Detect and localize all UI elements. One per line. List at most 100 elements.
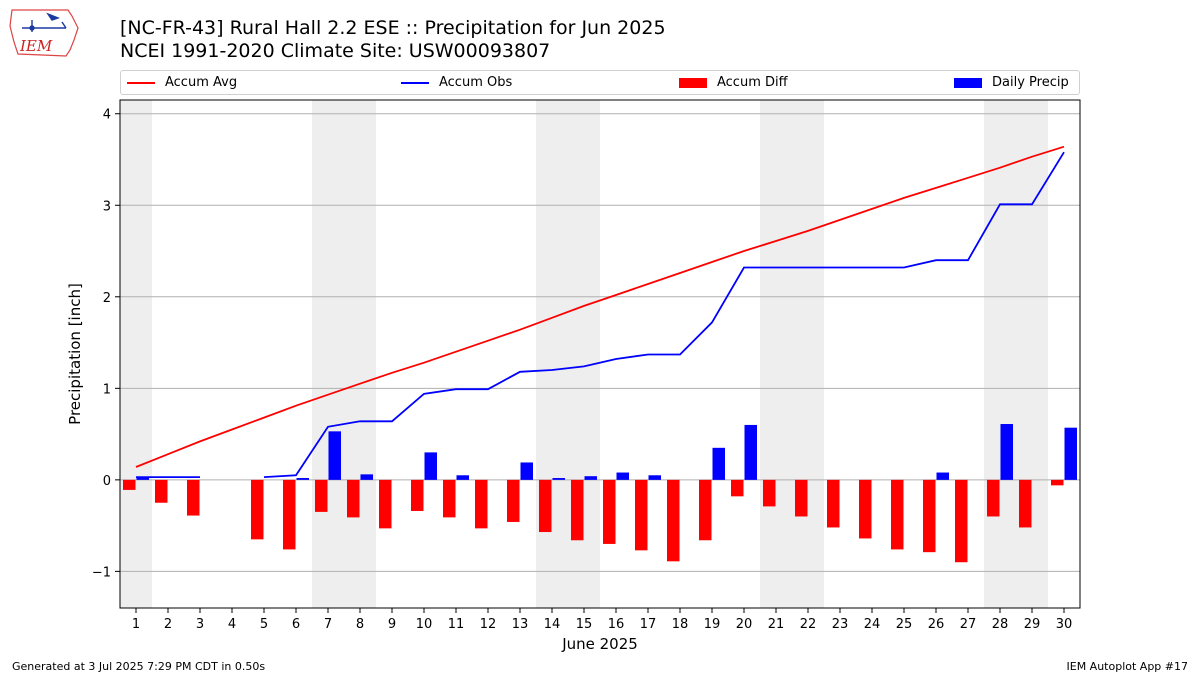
- legend-label-accum-obs: Accum Obs: [439, 75, 513, 90]
- accum-diff-bar: [123, 479, 136, 490]
- legend-swatch-daily-precip: [954, 77, 982, 88]
- x-tick-label: 13: [512, 617, 529, 632]
- x-tick-label: 12: [480, 617, 497, 632]
- accum-diff-bar: [859, 479, 872, 539]
- y-tick-label: 3: [103, 199, 111, 214]
- daily-precip-bar: [616, 472, 629, 480]
- chart-subtitle: NCEI 1991-2020 Climate Site: USW00093807: [120, 40, 551, 62]
- accum-diff-bar: [379, 479, 392, 529]
- x-tick-label: 27: [960, 617, 977, 632]
- accum-diff-bar: [731, 479, 744, 497]
- accum-diff-bar: [411, 479, 424, 511]
- daily-precip-bar: [328, 431, 341, 480]
- daily-precip-bar: [744, 424, 757, 480]
- y-tick-label: −1: [92, 565, 111, 580]
- x-tick-label: 10: [416, 617, 433, 632]
- accum-diff-bar: [1051, 479, 1064, 486]
- x-tick-label: 8: [356, 617, 364, 632]
- daily-precip-bar: [136, 477, 149, 480]
- x-tick-label: 20: [736, 617, 753, 632]
- x-tick-label: 7: [324, 617, 332, 632]
- accum-diff-bar: [763, 479, 776, 507]
- x-tick-label: 1: [132, 617, 140, 632]
- accum-diff-bar: [251, 479, 264, 540]
- x-tick-label: 2: [164, 617, 172, 632]
- x-tick-label: 4: [228, 617, 236, 632]
- weekend-band: [760, 100, 824, 608]
- x-tick-label: 29: [1024, 617, 1041, 632]
- accum-diff-bar: [475, 479, 488, 529]
- x-tick-label: 21: [768, 617, 785, 632]
- x-tick-label: 26: [928, 617, 945, 632]
- x-tick-label: 19: [704, 617, 721, 632]
- accum-obs-line: [263, 151, 1065, 478]
- plot-frame: [119, 99, 1081, 609]
- y-tick-label: 1: [103, 382, 111, 397]
- daily-precip-bar: [1064, 427, 1077, 480]
- legend-swatch-accum-obs: [401, 81, 429, 84]
- legend-item-accum-avg: Accum Avg: [127, 71, 237, 94]
- daily-precip-bar: [648, 475, 661, 480]
- accum-diff-bar: [347, 479, 360, 518]
- legend: Accum Avg Accum Obs Accum Diff Daily Pre…: [120, 70, 1080, 95]
- y-tick-label: 2: [103, 291, 111, 306]
- daily-precip-bar: [424, 452, 437, 480]
- weekend-band: [312, 100, 376, 608]
- x-tick-label: 23: [832, 617, 849, 632]
- accum-diff-bar: [987, 479, 1000, 517]
- accum-diff-bar: [507, 479, 520, 522]
- x-tick-label: 24: [864, 617, 881, 632]
- legend-swatch-accum-diff: [679, 77, 707, 88]
- iem-logo: IEM: [9, 9, 79, 57]
- daily-precip-bar: [360, 474, 373, 480]
- x-tick-label: 28: [992, 617, 1009, 632]
- daily-precip-bar: [712, 447, 725, 480]
- accum-avg-line: [135, 145, 1065, 468]
- y-tick-label: 0: [103, 474, 111, 489]
- daily-precip-bar: [456, 475, 469, 480]
- daily-precip-bar: [520, 462, 533, 480]
- legend-swatch-accum-avg: [127, 81, 155, 84]
- accum-diff-bar: [571, 479, 584, 541]
- chart-title: [NC-FR-43] Rural Hall 2.2 ESE :: Precipi…: [120, 17, 666, 39]
- x-tick-label: 11: [448, 617, 465, 632]
- accum-diff-bar: [155, 479, 168, 503]
- x-tick-label: 17: [640, 617, 657, 632]
- weekend-band: [984, 100, 1048, 608]
- accum-diff-bar: [315, 479, 328, 512]
- y-axis-label: Precipitation [inch]: [66, 283, 84, 425]
- x-tick-label: 30: [1056, 617, 1073, 632]
- iowa-map-outline: [9, 9, 79, 57]
- logo-text: IEM: [19, 37, 53, 55]
- weather-station-icon: [22, 12, 67, 32]
- x-tick-label: 9: [388, 617, 396, 632]
- y-tick-label: 4: [103, 108, 111, 123]
- accum-diff-bar: [443, 479, 456, 518]
- x-tick-label: 5: [260, 617, 268, 632]
- accum-diff-bar: [603, 479, 616, 544]
- accum-diff-bar: [955, 479, 968, 563]
- legend-label-daily-precip: Daily Precip: [992, 75, 1069, 90]
- footer-generated: Generated at 3 Jul 2025 7:29 PM CDT in 0…: [12, 660, 266, 673]
- legend-label-accum-avg: Accum Avg: [165, 75, 238, 90]
- x-tick-label: 22: [800, 617, 817, 632]
- accum-diff-bar: [667, 479, 680, 562]
- x-axis-label: June 2025: [561, 635, 638, 653]
- x-tick-label: 14: [544, 617, 561, 632]
- legend-item-accum-obs: Accum Obs: [401, 71, 512, 94]
- x-tick-label: 3: [196, 617, 204, 632]
- accum-diff-bar: [539, 479, 552, 533]
- daily-precip-bar: [936, 472, 949, 480]
- daily-precip-bar: [1000, 424, 1013, 480]
- x-tick-label: 15: [576, 617, 593, 632]
- x-tick-label: 18: [672, 617, 689, 632]
- x-tick-label: 6: [292, 617, 300, 632]
- accum-diff-bar: [283, 479, 296, 550]
- accum-diff-bar: [635, 479, 648, 551]
- x-tick-label: 25: [896, 617, 913, 632]
- accum-diff-bar: [187, 479, 200, 516]
- accum-diff-bar: [891, 479, 904, 550]
- legend-item-accum-diff: Accum Diff: [679, 71, 788, 94]
- accum-diff-bar: [795, 479, 808, 517]
